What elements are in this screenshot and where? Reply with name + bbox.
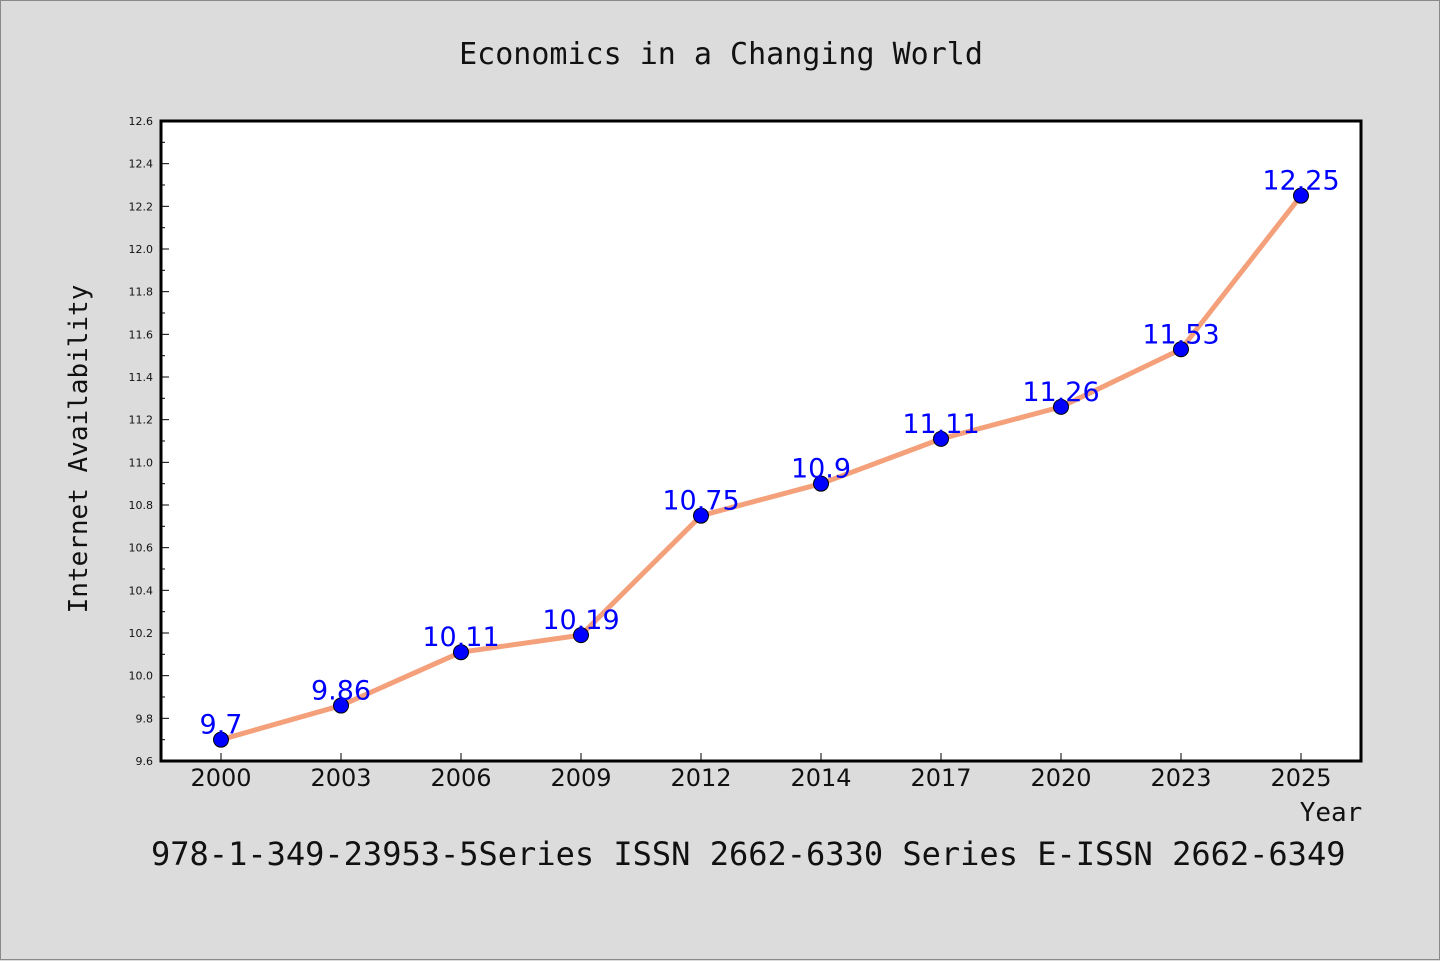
- data-labels: 9.7 9.86 10.11 10.19 10.75 10.9 11.11 11.26 11.5…: [200, 166, 1340, 741]
- y-tick-label: 12.4: [129, 158, 154, 171]
- data-point: [1173, 341, 1189, 358]
- y-tick-label: 12.0: [129, 243, 154, 256]
- x-axis-label: Year: [1300, 798, 1363, 828]
- data-label: 9.86: [311, 676, 371, 707]
- data-label: 11.26: [1022, 377, 1099, 408]
- x-tick-label: 2006: [430, 764, 491, 792]
- y-tick-label: 12.6: [129, 115, 154, 128]
- data-point: [933, 430, 949, 447]
- y-tick-label: 11.2: [129, 414, 154, 427]
- data-point: [333, 697, 349, 714]
- data-label: 12.25: [1262, 166, 1339, 197]
- data-label: 11.11: [902, 409, 979, 440]
- footer-isbn-issn: 978-1-349-23953-5Series ISSN 2662-6330 S…: [151, 835, 1345, 873]
- x-tick-label: 2017: [910, 764, 971, 792]
- y-tick-label: 10.8: [129, 499, 154, 512]
- data-label: 11.53: [1142, 319, 1219, 350]
- data-label: 10.11: [422, 622, 499, 653]
- data-point: [1293, 187, 1309, 204]
- data-label: 10.75: [662, 486, 739, 517]
- data-point: [1053, 398, 1069, 415]
- y-tick-label: 11.0: [129, 456, 154, 469]
- y-tick-label: 11.8: [129, 286, 154, 299]
- chart-title: Economics in a Changing World: [459, 37, 983, 72]
- y-tick-label: 11.4: [129, 371, 154, 384]
- y-tick-label: 10.0: [129, 670, 154, 683]
- data-point: [813, 475, 829, 492]
- y-axis-label: Internet Availability: [64, 285, 94, 614]
- x-tick-label: 2003: [310, 764, 371, 792]
- x-tick-label: 2000: [190, 764, 251, 792]
- x-axis: 2000 2003 2006 2009 2012 2014 2017 2020 2023 2025: [190, 753, 1332, 792]
- y-tick-label: 10.2: [129, 627, 154, 640]
- data-label: 10.19: [542, 605, 619, 636]
- data-point: [453, 644, 469, 661]
- y-tick-label: 9.8: [136, 712, 154, 725]
- x-tick-label: 2020: [1030, 764, 1091, 792]
- y-tick-label: 12.2: [129, 200, 154, 213]
- series-line: [218, 193, 1304, 743]
- data-point: [693, 507, 709, 524]
- data-point: [573, 627, 589, 644]
- x-tick-label: 2012: [670, 764, 731, 792]
- data-point: [213, 731, 229, 748]
- y-tick-label: 10.4: [129, 584, 154, 597]
- x-tick-label: 2009: [550, 764, 611, 792]
- y-tick-label: 10.6: [129, 542, 154, 555]
- y-tick-label: 11.6: [129, 328, 154, 341]
- data-points: [213, 187, 1309, 748]
- y-tick-label: 9.6: [136, 755, 154, 768]
- data-label: 9.7: [200, 710, 243, 741]
- x-tick-label: 2025: [1270, 764, 1331, 792]
- x-tick-label: 2014: [790, 764, 851, 792]
- data-label: 10.9: [791, 454, 851, 485]
- y-axis: 9.6 9.8 10.0 10.2 10.4 10.6 10.8 11.0 11.2 11.4 11…: [129, 115, 169, 768]
- plot-area: [159, 119, 1363, 763]
- x-tick-label: 2023: [1150, 764, 1211, 792]
